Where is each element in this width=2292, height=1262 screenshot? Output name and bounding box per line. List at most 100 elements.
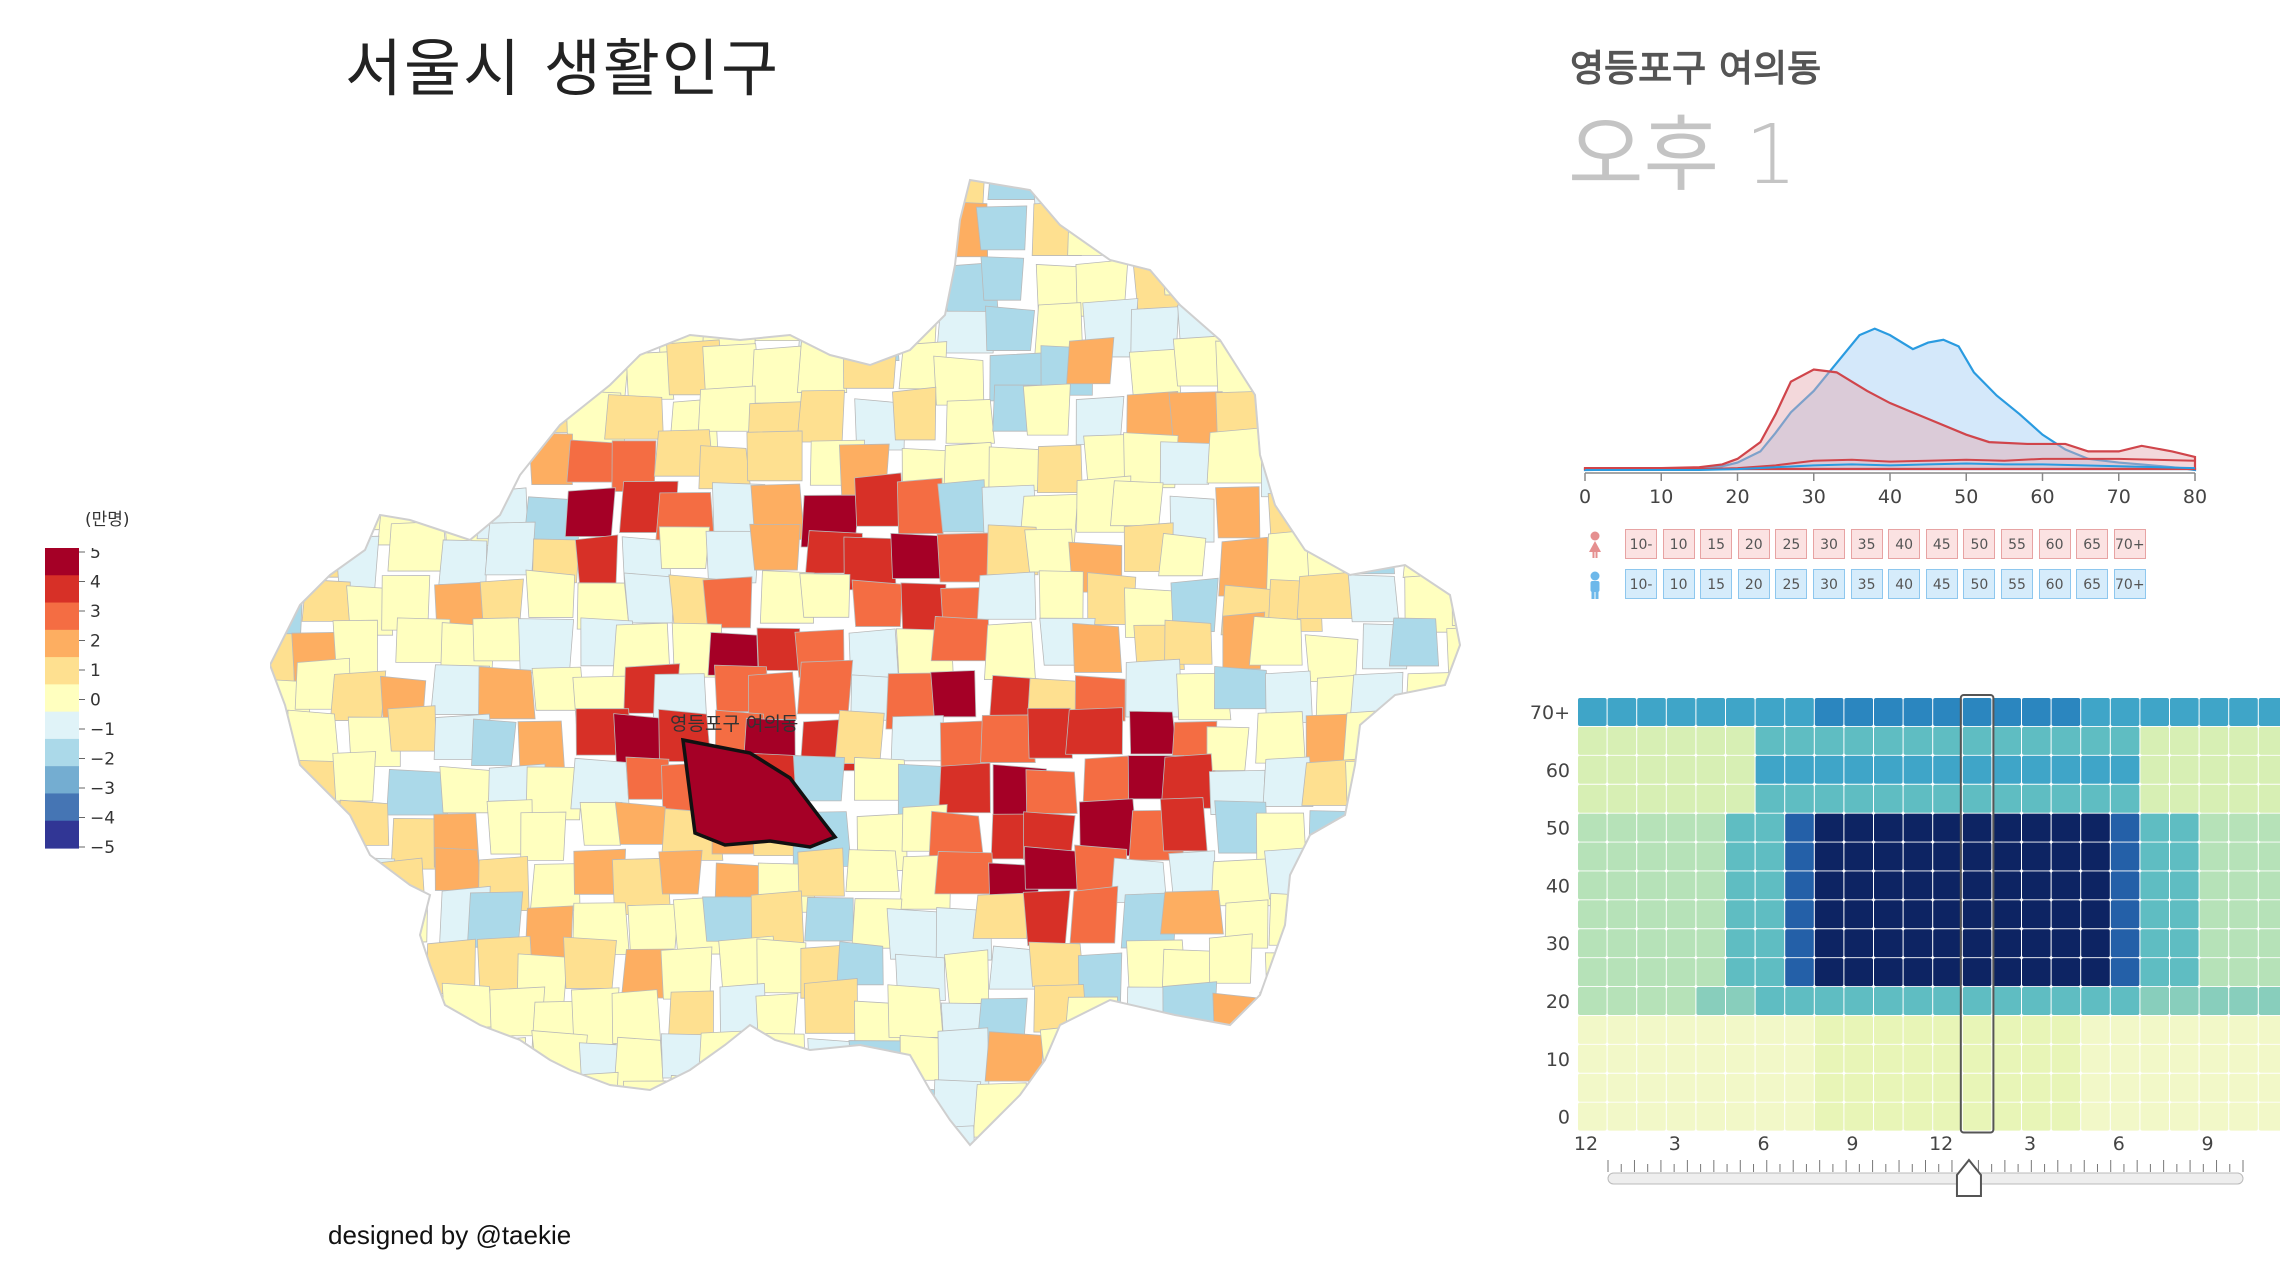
heatmap-cell[interactable] xyxy=(2110,784,2140,813)
map-district[interactable] xyxy=(438,539,488,585)
map-district[interactable] xyxy=(896,477,944,535)
heatmap-cell[interactable] xyxy=(2110,1102,2140,1131)
map-district[interactable] xyxy=(270,435,300,483)
time-slider-handle[interactable] xyxy=(1955,1158,1982,1197)
heatmap-cell[interactable] xyxy=(1903,813,1933,842)
map-district[interactable] xyxy=(1176,1133,1228,1155)
map-district[interactable] xyxy=(803,978,858,1034)
map-district[interactable] xyxy=(328,299,383,347)
map-district[interactable] xyxy=(270,1124,307,1155)
heatmap-cell[interactable] xyxy=(1607,842,1637,871)
heatmap-cell[interactable] xyxy=(1696,813,1725,842)
heatmap-cell[interactable] xyxy=(2051,842,2081,871)
map-district[interactable] xyxy=(1398,259,1452,309)
heatmap-cell[interactable] xyxy=(1578,784,1607,813)
heatmap-cell[interactable] xyxy=(1666,900,1696,929)
heatmap-cell[interactable] xyxy=(2140,900,2169,929)
map-district[interactable] xyxy=(1349,1117,1401,1155)
map-district[interactable] xyxy=(1296,989,1343,1049)
map-district[interactable] xyxy=(1349,441,1404,496)
map-district[interactable] xyxy=(1407,292,1461,340)
heatmap-cell[interactable] xyxy=(1666,726,1696,755)
heatmap-cell[interactable] xyxy=(1903,871,1933,900)
map-district[interactable] xyxy=(890,715,944,762)
heatmap-cell[interactable] xyxy=(1637,871,1666,900)
heatmap-cell[interactable] xyxy=(1578,1015,1607,1044)
male-age-button[interactable]: 10- xyxy=(1625,569,1657,599)
heatmap-cell[interactable] xyxy=(1844,1102,1873,1131)
heatmap-cell[interactable] xyxy=(1814,784,1844,813)
heatmap-cell[interactable] xyxy=(1874,726,1903,755)
heatmap-cell[interactable] xyxy=(2229,755,2258,784)
map-district[interactable] xyxy=(618,211,664,261)
heatmap-cell[interactable] xyxy=(1578,871,1607,900)
map-district[interactable] xyxy=(1449,390,1470,441)
heatmap-cell[interactable] xyxy=(1992,755,2021,784)
heatmap-cell[interactable] xyxy=(2229,900,2258,929)
map-district[interactable] xyxy=(796,338,848,393)
map-district[interactable] xyxy=(291,311,343,368)
heatmap-cell[interactable] xyxy=(2170,958,2199,987)
heatmap-cell[interactable] xyxy=(2051,755,2081,784)
heatmap-cell[interactable] xyxy=(1874,958,1903,987)
map-district[interactable] xyxy=(927,1125,976,1155)
heatmap-cell[interactable] xyxy=(1874,871,1903,900)
heatmap-cell[interactable] xyxy=(1874,900,1903,929)
map-district[interactable] xyxy=(1214,253,1268,302)
female-age-button[interactable]: 10- xyxy=(1625,529,1657,559)
heatmap-cell[interactable] xyxy=(1874,1102,1903,1131)
map-district[interactable] xyxy=(1117,165,1161,212)
map-district[interactable] xyxy=(521,342,568,395)
map-district[interactable] xyxy=(332,264,386,319)
map-district[interactable] xyxy=(301,579,351,622)
map-district[interactable] xyxy=(1215,1047,1267,1094)
heatmap-cell[interactable] xyxy=(1785,698,1814,726)
map-district[interactable] xyxy=(1262,171,1319,229)
heatmap-cell[interactable] xyxy=(1785,813,1814,842)
heatmap-cell[interactable] xyxy=(2051,1015,2081,1044)
map-district[interactable] xyxy=(834,709,885,764)
map-district[interactable] xyxy=(1077,1118,1131,1155)
map-district[interactable] xyxy=(425,1117,472,1155)
map-district[interactable] xyxy=(473,165,521,218)
heatmap-cell[interactable] xyxy=(2258,929,2280,958)
heatmap-cell[interactable] xyxy=(2140,1102,2169,1131)
heatmap-cell[interactable] xyxy=(2081,1015,2110,1044)
map-district[interactable] xyxy=(936,532,996,583)
heatmap-cell[interactable] xyxy=(1607,900,1637,929)
map-district[interactable] xyxy=(750,1090,797,1136)
heatmap-cell[interactable] xyxy=(1666,698,1696,726)
heatmap-cell[interactable] xyxy=(1814,755,1844,784)
map-district[interactable] xyxy=(837,1135,893,1155)
map-district[interactable] xyxy=(886,908,943,960)
map-district[interactable] xyxy=(528,296,577,343)
heatmap-cell[interactable] xyxy=(1607,813,1637,842)
heatmap-cell[interactable] xyxy=(2081,871,2110,900)
heatmap-cell[interactable] xyxy=(2229,987,2258,1015)
map-district[interactable] xyxy=(1297,304,1352,356)
map-district[interactable] xyxy=(1161,1041,1213,1091)
heatmap-cell[interactable] xyxy=(1844,842,1873,871)
heatmap-cell[interactable] xyxy=(1785,987,1814,1015)
heatmap-cell[interactable] xyxy=(2170,698,2199,726)
map-district[interactable] xyxy=(1314,398,1370,445)
map-district[interactable] xyxy=(1264,244,1311,298)
heatmap-cell[interactable] xyxy=(2258,1015,2280,1044)
heatmap-cell[interactable] xyxy=(2199,1102,2229,1131)
map-district[interactable] xyxy=(1268,1090,1316,1146)
map-district[interactable] xyxy=(1022,890,1071,947)
map-district[interactable] xyxy=(1438,529,1470,588)
map-district[interactable] xyxy=(270,768,314,822)
heatmap-cell[interactable] xyxy=(2170,813,2199,842)
heatmap-cell[interactable] xyxy=(2081,1102,2110,1131)
heatmap-cell[interactable] xyxy=(2022,784,2051,813)
map-district[interactable] xyxy=(532,247,590,305)
map-district[interactable] xyxy=(1037,444,1083,493)
heatmap-cell[interactable] xyxy=(1962,813,1992,842)
map-district[interactable] xyxy=(523,165,581,215)
map-district[interactable] xyxy=(625,351,675,400)
heatmap-cell[interactable] xyxy=(1637,784,1666,813)
map-district[interactable] xyxy=(976,571,1037,620)
heatmap-cell[interactable] xyxy=(2081,1073,2110,1102)
map-district[interactable] xyxy=(661,1132,712,1155)
